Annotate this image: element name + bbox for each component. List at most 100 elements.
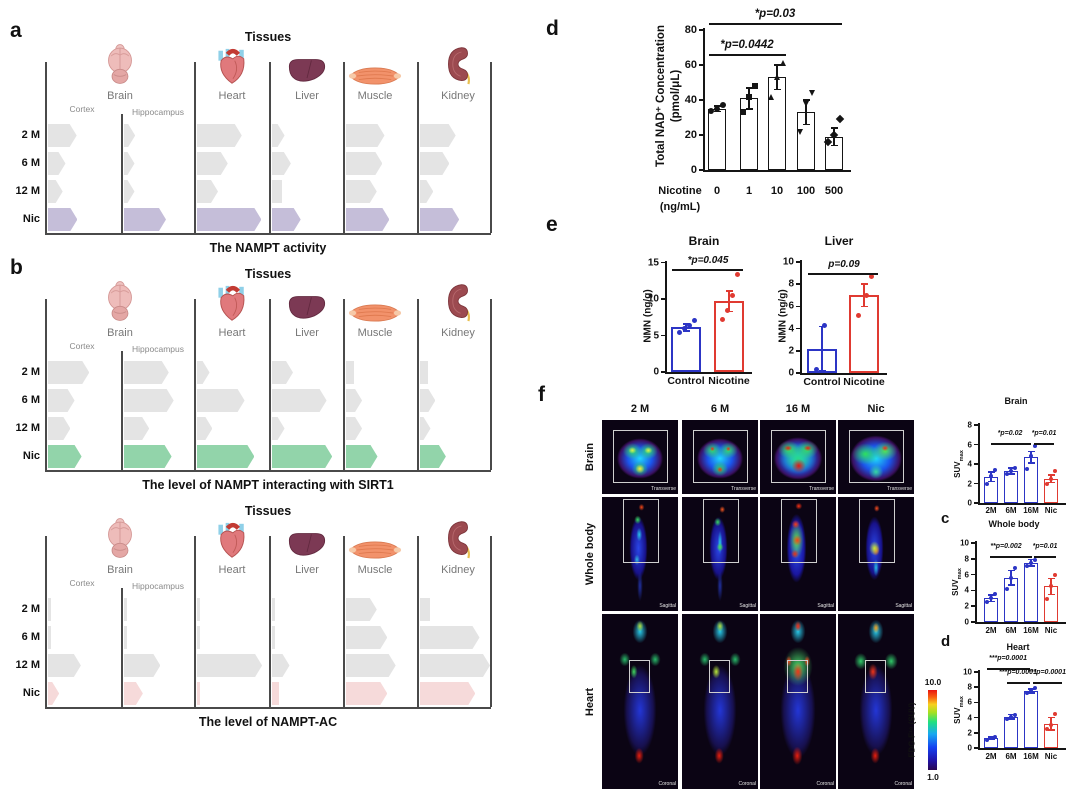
pet-scan-art [760,614,836,789]
y-tick-label: 2 [964,601,969,611]
pet-image: Coronal [602,614,678,789]
y-tick-mark [971,542,975,544]
tissue-bar [197,598,200,621]
frame-line [343,299,345,470]
x-category-label: 0 [713,185,721,197]
row-label: 6 M [21,631,40,643]
view-label: Sagittal [659,603,676,609]
brain-icon [105,42,135,91]
frame-line [417,536,419,707]
x-category-label: Control [667,375,705,387]
view-label: Coronal [894,781,912,787]
pet-scan-art [838,420,914,494]
data-point [1049,476,1053,481]
data-point [691,318,697,324]
error-cap [1007,584,1015,586]
error-cap [802,99,810,101]
view-label: Sagittal [895,603,912,609]
tissue-bar [124,361,169,384]
data-point [746,93,752,100]
data-point [868,273,874,279]
x-category-label: Nicotine [843,376,885,388]
colorbar-axis-label: FDG-F¹⁸ (SUV) [907,702,917,758]
tissue-bar [420,417,431,440]
bar [1024,562,1038,622]
data-point [1045,481,1049,486]
error-cap [1007,713,1015,716]
tissue-bar [346,389,362,412]
tissue-bar [124,626,127,649]
y-tick-label: 40 [684,94,697,106]
x-category-label: 2M [985,626,997,635]
pet-scan-art [602,497,678,611]
data-point [985,737,989,742]
pet-image: Transverse [602,420,678,494]
error-cap [1027,692,1035,695]
tissue-bar [420,208,459,231]
roi-box [770,429,826,484]
y-axis-label: NMN (ng/g) [777,289,789,343]
data-point [989,596,993,601]
x-category-label: 2M [985,752,997,761]
pet-image: Coronal [682,614,758,789]
data-point [985,600,989,605]
muscle-icon [348,66,402,91]
tissue-bar [346,417,362,440]
frame-line [45,536,47,707]
sig-label: **p=0.002 [990,543,1022,550]
data-point [803,100,809,107]
y-tick-label: 6 [788,300,794,312]
tissue-bar [197,180,218,203]
x-axis [978,503,1066,505]
data-point [1025,691,1029,696]
error-cap [1047,577,1055,580]
panel-a-letter: a [10,19,22,42]
sig-line [991,443,1031,445]
frame-line [269,299,271,470]
tissues-title: Tissues [244,30,292,44]
x-category-label: 500 [824,185,844,197]
tissues-title: Tissues [244,267,292,281]
x-axis [665,372,752,374]
kidney-icon [445,44,471,91]
data-point [1025,563,1029,568]
y-tick-mark [699,134,703,136]
tissue-bar [48,208,77,231]
pet-scan-art [760,420,836,494]
tissue-bar [48,598,51,621]
y-tick-mark [661,334,665,337]
data-point [740,109,746,116]
error-cap [773,88,781,91]
pet-scan-art [682,614,758,789]
tissue-bar [124,682,143,705]
x-category-label: Nicotine [708,375,750,387]
error-cap [987,480,995,483]
error-cap [745,86,753,89]
chart-title: Brain [688,234,720,248]
x-category-label: 1 [745,185,753,197]
row-label: 2 M [21,129,40,141]
tissue-bar [420,124,456,147]
tissue-bar [272,654,290,677]
data-point [708,107,714,114]
pet-column-header: 2 M [630,403,650,415]
data-point [734,271,740,277]
view-label: Transverse [731,486,756,492]
roi-box [692,429,748,484]
subcolumn-label: Cortex [69,578,95,588]
pet-image-grid: 2 M 6 M 16 M Nic Brain Transverse Transverse Tr… [580,395,925,795]
chart-title: Whole body [988,519,1040,529]
x-axis-label: Nicotine [658,185,702,197]
pet-image: Coronal [838,614,914,789]
data-point [752,83,758,89]
y-tick-label: 80 [684,24,697,36]
brain-icon [105,279,135,328]
error-cap [1007,569,1015,572]
tissues-title: Tissues [244,504,292,518]
y-tick-label: 2 [788,345,794,357]
chart-suv-heart: 0 2 4 6 8 10 SUVmax ***p=0.0001 ***p=0.0001 ***p=… [950,642,1080,774]
data-point [1033,685,1037,690]
frame-line [490,299,492,470]
error-cap [1007,718,1015,720]
